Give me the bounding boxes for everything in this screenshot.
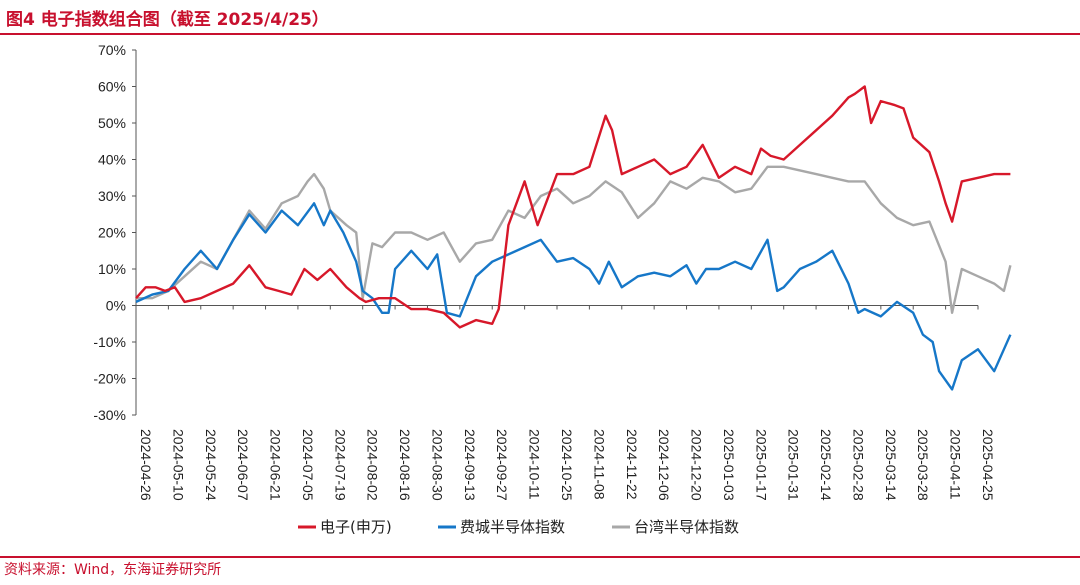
x-tick-label: 2024-08-30 [429, 429, 445, 501]
x-tick-label: 2024-12-20 [689, 429, 705, 501]
series-line-2 [135, 202, 1012, 391]
x-tick-label: 2025-04-25 [980, 429, 996, 501]
x-tick-label: 2025-04-11 [948, 429, 964, 500]
legend-label-2: 费城半导体指数 [460, 518, 565, 536]
x-tick-label: 2024-09-27 [494, 429, 510, 501]
source-note: 资料来源：Wind，东海证券研究所 [4, 562, 222, 578]
series-line-3 [136, 165, 1012, 314]
x-tick-label: 2025-02-28 [850, 429, 866, 501]
x-tick-label: 2024-10-25 [559, 429, 575, 501]
y-tick-label: -10% [93, 334, 126, 350]
y-tick-label: -20% [93, 371, 126, 387]
x-tick-label: 2025-01-17 [753, 429, 769, 501]
y-tick-label: -30% [93, 407, 126, 423]
y-tick-label: 70% [98, 42, 126, 58]
x-tick-label: 2024-10-11 [527, 429, 543, 500]
axes: -30% -20% -10% 0% 10% 20% 30% 40% 50% 60% 70% 2024-… [93, 42, 996, 501]
y-tick-label: 0% [106, 298, 126, 314]
x-tick-label: 2024-11-08 [591, 429, 607, 500]
x-tick-label: 2024-07-19 [332, 429, 348, 501]
legend: 电子(申万) 费城半导体指数 台湾半导体指数 [298, 518, 739, 536]
x-tick-label: 2025-03-28 [915, 429, 931, 501]
x-tick-label: 2024-06-21 [268, 429, 284, 501]
x-tick-label: 2024-11-22 [624, 429, 640, 500]
y-tick-label: 30% [98, 188, 126, 204]
x-tick-label: 2024-08-02 [365, 429, 381, 501]
y-tick-label: 10% [98, 261, 126, 277]
x-tick-label: 2025-01-03 [721, 429, 737, 501]
footer-rule [0, 556, 1080, 558]
x-tick-label: 2025-03-14 [883, 429, 899, 501]
series-lines [135, 85, 1012, 391]
x-tick-label: 2024-07-05 [300, 429, 316, 501]
x-tick-label: 2025-02-14 [818, 429, 834, 501]
figure-title: 图4 电子指数组合图（截至 2025/4/25） [6, 10, 329, 30]
line-chart: -30% -20% -10% 0% 10% 20% 30% 40% 50% 60% 70% 2024-… [93, 42, 1012, 536]
x-tick-label: 2024-09-13 [462, 429, 478, 501]
y-tick-label: 20% [98, 225, 126, 241]
legend-label-3: 台湾半导体指数 [634, 518, 739, 536]
y-tick-label: 50% [98, 115, 126, 131]
series-line-1 [135, 85, 1011, 329]
title-rule [0, 33, 1080, 35]
x-tick-label: 2025-01-31 [786, 429, 802, 501]
legend-label-1: 电子(申万) [320, 518, 392, 536]
x-tick-label: 2024-04-26 [138, 429, 154, 501]
x-tick-label: 2024-06-07 [235, 429, 251, 501]
x-tick-label: 2024-05-10 [170, 429, 186, 501]
x-tick-label: 2024-08-16 [397, 429, 413, 501]
y-tick-label: 40% [98, 152, 126, 168]
x-tick-label: 2024-12-06 [656, 429, 672, 501]
x-tick-label: 2024-05-24 [203, 429, 219, 501]
y-tick-label: 60% [98, 79, 126, 95]
